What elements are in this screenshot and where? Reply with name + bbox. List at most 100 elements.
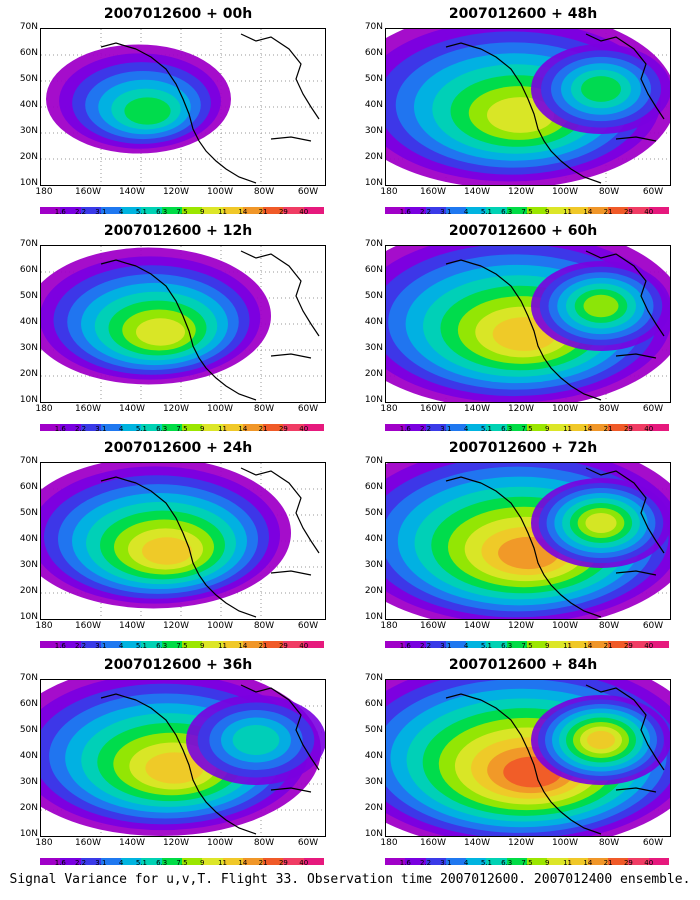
colorbar-swatch bbox=[242, 207, 264, 214]
colorbar-swatch bbox=[385, 858, 406, 865]
colorbar-swatch bbox=[263, 858, 284, 865]
latitude-label: 10N bbox=[364, 612, 383, 622]
map-canvas bbox=[41, 246, 325, 402]
colorbar-label: 3.1 bbox=[95, 425, 107, 433]
colorbar-label: 29 bbox=[278, 642, 288, 650]
longitude-label: 60W bbox=[642, 187, 664, 197]
colorbar-swatch bbox=[486, 641, 507, 648]
colorbar-label: 9 bbox=[545, 859, 550, 867]
longitude-label: 180 bbox=[35, 404, 53, 414]
colorbar-swatch bbox=[121, 641, 142, 648]
colorbar-label: 2.2 bbox=[74, 642, 87, 650]
colorbar-swatch bbox=[161, 858, 182, 865]
latitude-label: 50N bbox=[364, 508, 383, 518]
colorbar-swatch bbox=[567, 424, 588, 431]
colorbar-label: 14 bbox=[583, 859, 593, 867]
colorbar-swatch bbox=[445, 207, 467, 214]
longitude-label: 180 bbox=[380, 187, 398, 197]
colorbar-label: 6.3 bbox=[156, 208, 168, 216]
colorbar-swatch bbox=[141, 207, 162, 214]
colorbar-label: 2.2 bbox=[74, 859, 87, 867]
colorbar-label: 21 bbox=[258, 425, 268, 433]
latitude-label: 70N bbox=[364, 239, 383, 249]
longitude-label: 180 bbox=[35, 838, 53, 848]
longitude-label: 160W bbox=[74, 838, 102, 848]
longitude-label: 60W bbox=[297, 404, 319, 414]
longitude-label: 160W bbox=[419, 187, 447, 197]
colorbar bbox=[40, 416, 324, 431]
variance-map bbox=[385, 28, 671, 186]
colorbar-label: 14 bbox=[238, 859, 248, 867]
coastline bbox=[100, 250, 320, 401]
colorbar-label: 21 bbox=[603, 425, 613, 433]
latitude-label: 10N bbox=[19, 612, 38, 622]
colorbar-label: 29 bbox=[623, 642, 633, 650]
colorbar-swatch bbox=[222, 858, 243, 865]
colorbar-swatch bbox=[100, 858, 122, 865]
latitude-label: 70N bbox=[364, 456, 383, 466]
colorbar-swatch bbox=[466, 207, 487, 214]
colorbar-swatch bbox=[181, 424, 203, 431]
colorbar-swatch bbox=[648, 641, 669, 648]
coastline bbox=[445, 684, 665, 835]
colorbar-label: 14 bbox=[238, 208, 248, 216]
colorbar-swatch bbox=[608, 207, 629, 214]
colorbar-swatch bbox=[202, 207, 223, 214]
colorbar-swatch bbox=[445, 858, 467, 865]
colorbar-label: 4 bbox=[463, 642, 469, 650]
colorbar-swatch bbox=[202, 858, 223, 865]
colorbar-swatch bbox=[222, 207, 243, 214]
colorbar-label: 3.1 bbox=[95, 642, 107, 650]
coastline bbox=[445, 33, 665, 184]
colorbar-swatch bbox=[567, 858, 588, 865]
colorbar-swatch bbox=[161, 207, 182, 214]
colorbar-swatch bbox=[283, 207, 304, 214]
colorbar-label: 6.3 bbox=[501, 859, 513, 867]
colorbar-label: 3.1 bbox=[95, 208, 107, 216]
longitude-label: 140W bbox=[118, 187, 146, 197]
longitude-label: 100W bbox=[551, 621, 579, 631]
colorbar-label: 3.1 bbox=[440, 642, 452, 650]
latitude-label: 30N bbox=[19, 343, 38, 353]
colorbar-label: 21 bbox=[603, 859, 613, 867]
colorbar-label: 1.6 bbox=[399, 642, 411, 650]
colorbar-label: 40 bbox=[299, 859, 309, 867]
colorbar-label: 7.5 bbox=[521, 859, 533, 867]
colorbar-swatch bbox=[445, 424, 467, 431]
colorbar-label: 14 bbox=[238, 425, 248, 433]
longitude-label: 80W bbox=[253, 621, 275, 631]
latitude-label: 50N bbox=[364, 74, 383, 84]
map-panel: 2007012600 + 12h 70N 60N 50N 40N 30N 20N 10N 180… bbox=[8, 223, 348, 433]
map-panel: 2007012600 + 00h 70N 60N 50N 40N 30N 20N 10N 180… bbox=[8, 6, 348, 216]
colorbar-label: 40 bbox=[644, 425, 654, 433]
colorbar-swatch bbox=[587, 207, 609, 214]
panel-title: 2007012600 + 72h bbox=[448, 440, 598, 456]
panel-title: 2007012600 + 36h bbox=[103, 657, 253, 673]
colorbar-label: 7.5 bbox=[176, 642, 188, 650]
colorbar-swatch bbox=[526, 858, 548, 865]
colorbar-label: 11 bbox=[563, 425, 573, 433]
longitude-label: 120W bbox=[507, 187, 535, 197]
colorbar-label: 2.2 bbox=[419, 208, 432, 216]
colorbar-swatch bbox=[425, 424, 446, 431]
colorbar-label: 1.6 bbox=[54, 208, 66, 216]
colorbar-label: 1.6 bbox=[54, 425, 66, 433]
colorbar-label: 29 bbox=[623, 859, 633, 867]
variance-contour bbox=[581, 76, 621, 102]
variance-map bbox=[385, 245, 671, 403]
colorbar-swatch bbox=[425, 641, 446, 648]
colorbar-swatch bbox=[303, 858, 324, 865]
colorbar-swatch bbox=[385, 207, 406, 214]
colorbar-label: 11 bbox=[563, 642, 573, 650]
latitude-label: 60N bbox=[364, 48, 383, 58]
colorbar-label: 1.6 bbox=[399, 425, 411, 433]
colorbar-label: 4 bbox=[118, 642, 124, 650]
latitude-label: 20N bbox=[364, 369, 383, 379]
colorbar-swatch bbox=[121, 858, 142, 865]
colorbar-swatch bbox=[526, 641, 548, 648]
colorbar-label: 3.1 bbox=[440, 859, 452, 867]
longitude-label: 80W bbox=[598, 621, 620, 631]
latitude-label: 50N bbox=[364, 291, 383, 301]
colorbar-swatch bbox=[425, 207, 446, 214]
longitude-label: 140W bbox=[118, 404, 146, 414]
